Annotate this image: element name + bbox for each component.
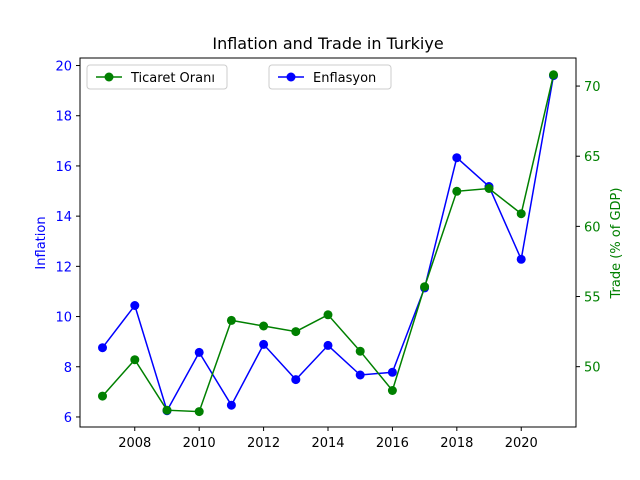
data-point-inflation (226, 400, 236, 410)
data-point-inflation (516, 254, 526, 264)
x-tick-label: 2008 (118, 436, 151, 451)
legend-inflation-box (268, 64, 392, 90)
data-point-trade (387, 386, 397, 395)
x-tick-label: 2020 (505, 436, 538, 451)
x-axis: 2008 2010 2012 2014 2016 2018 2020 (118, 427, 538, 451)
left-y-axis: 6 8 10 12 14 16 18 20 (55, 60, 80, 426)
left-tick-label: 20 (55, 60, 72, 75)
legend-trade-label: Ticaret Oranı (130, 71, 215, 86)
right-tick-label: 55 (584, 291, 601, 306)
data-point-inflation (130, 301, 140, 310)
right-tick-label: 60 (584, 220, 601, 235)
data-point-trade (130, 355, 140, 365)
series-line-trade (101, 74, 555, 413)
legend-inflation-marker (286, 72, 296, 82)
data-point-inflation (355, 370, 365, 380)
left-tick-label: 6 (64, 411, 72, 426)
x-tick-label: 2018 (440, 436, 473, 451)
left-axis-title: Inflation (34, 216, 49, 269)
series-line-inflation (101, 75, 555, 413)
right-tick-label: 70 (584, 80, 601, 95)
left-tick-label: 14 (55, 210, 72, 225)
right-axis-title: Trade (% of GDP) (609, 188, 624, 300)
x-tick-label: 2012 (247, 436, 280, 451)
x-tick-label: 2014 (311, 436, 344, 451)
right-tick-label: 50 (584, 361, 601, 376)
data-point-trade (516, 209, 526, 219)
data-point-inflation (98, 343, 107, 353)
left-tick-label: 8 (64, 361, 72, 376)
legend-trade-box (86, 64, 228, 90)
x-tick-label: 2016 (376, 436, 409, 451)
left-tick-label: 10 (55, 311, 72, 326)
legend-trade-marker (104, 72, 114, 82)
legend-trade: Ticaret Oranı (86, 64, 228, 90)
data-point-trade (259, 321, 269, 331)
data-point-trade (420, 282, 430, 292)
data-point-inflation (259, 339, 269, 349)
data-point-trade (226, 315, 236, 325)
data-point-inflation (194, 347, 204, 357)
left-tick-label: 18 (55, 110, 72, 125)
data-point-trade (291, 327, 301, 337)
data-point-inflation (291, 375, 301, 385)
data-point-trade (162, 405, 172, 415)
data-point-trade (549, 70, 558, 80)
data-point-trade (98, 391, 107, 401)
series-layer (98, 70, 558, 417)
data-point-trade (323, 310, 333, 320)
data-point-inflation (452, 153, 462, 163)
data-point-trade (484, 184, 494, 193)
data-point-trade (194, 407, 204, 417)
legend-inflation: Enflasyon (268, 64, 392, 90)
left-tick-label: 12 (55, 260, 72, 275)
chart-title: Inflation and Trade in Turkiye (212, 34, 443, 53)
data-point-trade (452, 186, 462, 196)
data-point-trade (355, 346, 365, 356)
data-point-inflation (387, 367, 397, 377)
x-tick-label: 2010 (183, 436, 216, 451)
left-tick-label: 16 (55, 160, 72, 175)
right-tick-label: 65 (584, 150, 601, 165)
right-y-axis: 50 55 60 65 70 (576, 80, 601, 376)
data-point-inflation (323, 340, 333, 350)
legend-inflation-label: Enflasyon (313, 71, 376, 86)
